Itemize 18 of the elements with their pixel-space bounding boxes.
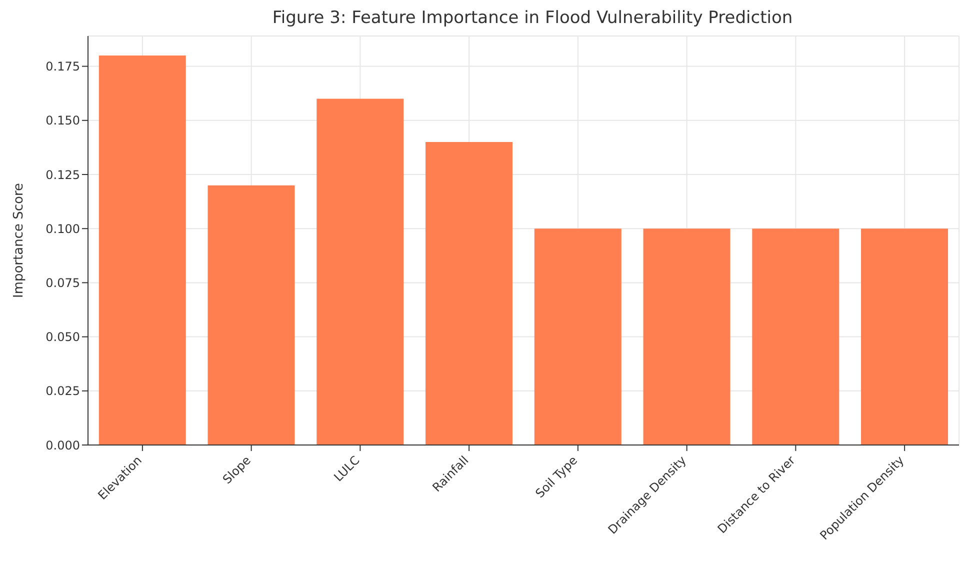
bar: [208, 185, 295, 445]
bar: [534, 228, 622, 445]
y-tick-label: 0.075: [46, 276, 80, 290]
y-tick-label: 0.000: [46, 438, 80, 452]
chart-title: Figure 3: Feature Importance in Flood Vulnerability Prediction: [271, 8, 794, 28]
y-tick-label: 0.050: [46, 330, 80, 344]
bar: [643, 228, 730, 445]
bar: [426, 142, 513, 445]
bar: [861, 228, 948, 445]
y-tick-label: 0.150: [46, 114, 80, 128]
bar: [98, 55, 186, 445]
y-axis-title: Importance Score: [12, 182, 27, 298]
y-tick-label: 0.175: [46, 60, 80, 74]
y-tick-label: 0.125: [46, 168, 80, 182]
y-tick-label: 0.025: [46, 384, 80, 398]
bar: [316, 98, 404, 445]
y-tick-label: 0.100: [46, 222, 80, 236]
bar: [752, 228, 840, 445]
